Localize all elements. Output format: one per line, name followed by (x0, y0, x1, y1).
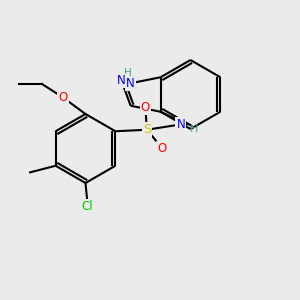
Text: S: S (143, 123, 151, 136)
Text: N: N (126, 77, 135, 90)
Text: H: H (190, 124, 198, 134)
Text: H: H (124, 68, 131, 78)
Text: O: O (141, 101, 150, 114)
Text: N: N (176, 118, 185, 131)
Text: Cl: Cl (82, 200, 93, 213)
Text: O: O (157, 142, 167, 154)
Text: N: N (117, 74, 126, 88)
Text: O: O (58, 91, 68, 104)
